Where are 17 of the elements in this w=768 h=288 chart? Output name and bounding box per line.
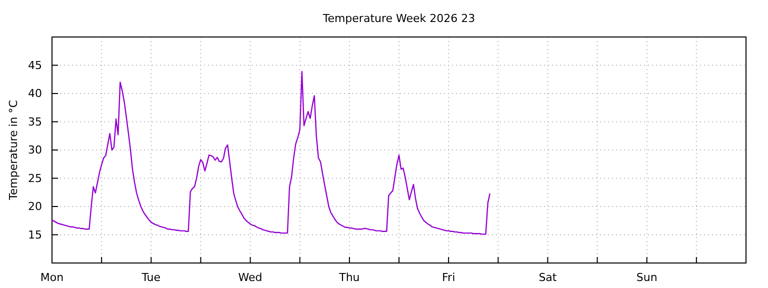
y-tick-label: 30	[28, 144, 42, 157]
x-tick-label: Mon	[40, 270, 64, 284]
x-tick-label: Tue	[140, 270, 161, 284]
y-tick-label: 45	[28, 58, 42, 72]
y-axis-title: Temperature in °C	[7, 100, 20, 201]
x-tick-label: Thu	[338, 270, 360, 284]
y-tick-label: 25	[28, 172, 42, 185]
x-tick-label: Sat	[538, 270, 558, 284]
y-tick-label: 35	[28, 115, 42, 128]
y-tick-label: 15	[28, 228, 42, 242]
chart-title: Temperature Week 2026 23	[322, 12, 476, 25]
y-tick-label: 20	[28, 200, 42, 214]
line-series	[51, 70, 490, 235]
x-tick-label: Wed	[238, 270, 262, 284]
x-tick-label: Sun	[636, 270, 658, 284]
x-tick-label: Fri	[442, 270, 456, 284]
y-tick-label: 40	[28, 87, 42, 100]
